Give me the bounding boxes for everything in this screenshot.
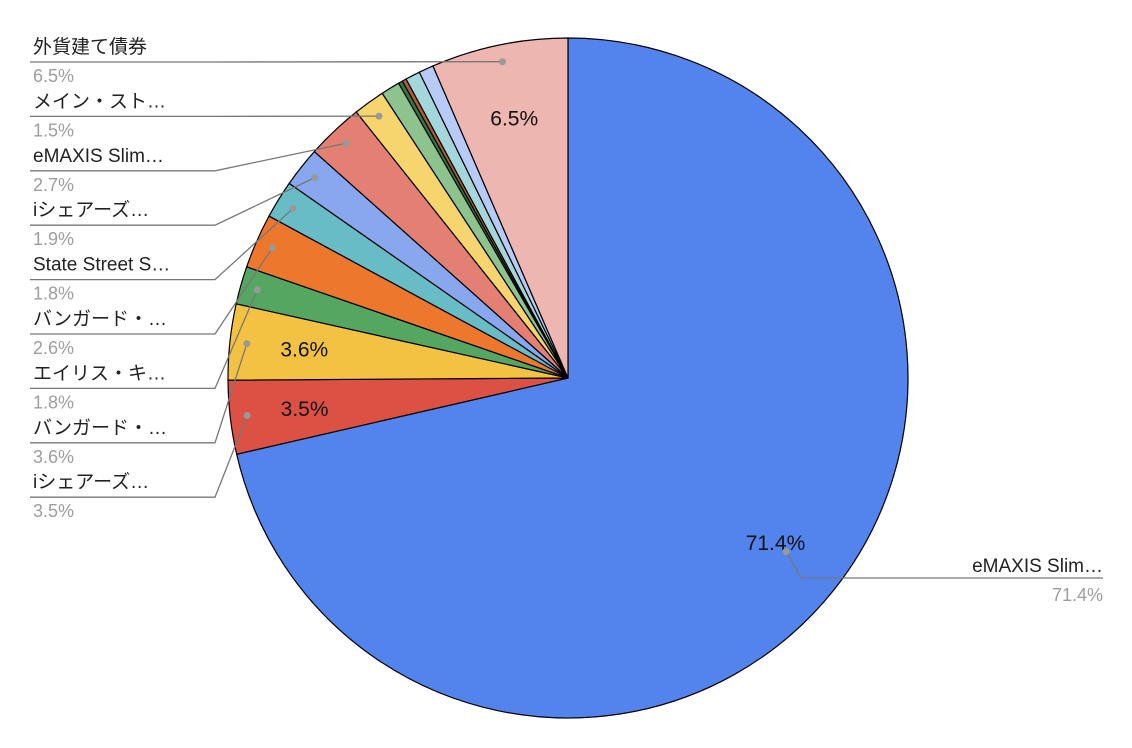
leader-dot (289, 204, 297, 212)
leader-dot (782, 548, 790, 556)
slice-name: eMAXIS Slim… (33, 146, 164, 167)
leader-line (30, 247, 273, 335)
leader-line (785, 551, 1103, 579)
slice-percent: 1.9% (33, 229, 74, 249)
leader-line (30, 343, 248, 444)
slice-label: 71.4% (746, 532, 806, 555)
leader-line (30, 207, 294, 281)
slice-label: 6.5% (490, 107, 538, 130)
slice-percent: 6.5% (33, 66, 74, 86)
slice-percent: 3.6% (33, 447, 74, 467)
leader-line (30, 177, 315, 226)
leader-dot (342, 139, 350, 147)
slice-name: eMAXIS Slim… (972, 556, 1103, 577)
leader-line (30, 142, 347, 172)
slice-percent: 3.5% (33, 501, 74, 521)
slice-name: メイン・スト… (33, 91, 166, 112)
leader-line (30, 415, 248, 498)
slice-name: 外貨建て債券 (33, 36, 147, 58)
slice-percent: 2.6% (33, 338, 74, 358)
leader-dot (311, 174, 319, 182)
slice-name: iシェアーズ… (33, 471, 149, 493)
pie-slice (235, 37, 909, 719)
slice-name: State Street S… (33, 255, 170, 276)
slice-percent: 2.7% (33, 175, 74, 195)
slice-percent: 1.8% (33, 284, 74, 304)
slice-name: エイリス・キ… (33, 363, 166, 384)
leader-dot (243, 340, 251, 348)
leader-dot (268, 244, 276, 252)
leader-dot (243, 411, 251, 419)
slice-label: 3.5% (281, 398, 329, 421)
leader-dot (375, 112, 383, 120)
leader-dot (498, 58, 506, 66)
slice-percent: 1.8% (33, 392, 74, 412)
leader-dot (253, 286, 261, 294)
slice-percent: 71.4% (1052, 585, 1103, 605)
slice-name: バンガード・… (33, 417, 167, 439)
slice-percent: 1.5% (33, 120, 74, 140)
slice-label: 3.6% (280, 339, 328, 362)
slice-name: iシェアーズ… (33, 199, 149, 221)
pie-slice (432, 37, 569, 379)
slice-name: バンガード・… (33, 308, 167, 330)
leader-line (30, 289, 258, 390)
